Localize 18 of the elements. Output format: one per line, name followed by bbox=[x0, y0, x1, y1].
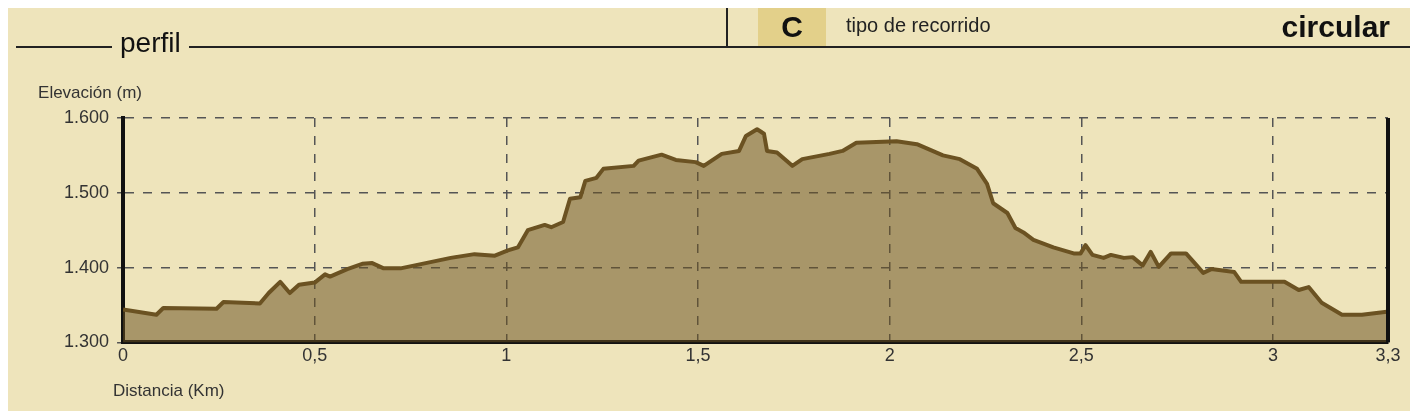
y-tick-label: 1.400 bbox=[64, 256, 110, 277]
x-tick-label: 2 bbox=[884, 345, 895, 366]
y-tick-label: 1.500 bbox=[64, 181, 110, 202]
chart-title: perfil bbox=[112, 26, 189, 60]
x-tick-label: 3,3 bbox=[1375, 345, 1401, 366]
x-axis-title: Distancia (Km) bbox=[113, 380, 225, 400]
x-tick-label: 3 bbox=[1268, 345, 1279, 366]
x-tick-label: 1,5 bbox=[685, 345, 711, 366]
y-tick-label: 1.600 bbox=[64, 106, 110, 127]
y-tick-label: 1.300 bbox=[64, 331, 110, 352]
x-tick-label: 0 bbox=[118, 345, 129, 366]
x-tick-label: 0,5 bbox=[302, 345, 328, 366]
text: C bbox=[758, 8, 826, 46]
x-tick-label: 1 bbox=[501, 345, 512, 366]
y-axis-title: Elevación (m) bbox=[38, 83, 142, 103]
text: circular bbox=[1281, 10, 1390, 44]
x-tick-label: 2,5 bbox=[1068, 345, 1094, 366]
text: tipo de recorrido bbox=[846, 14, 991, 37]
